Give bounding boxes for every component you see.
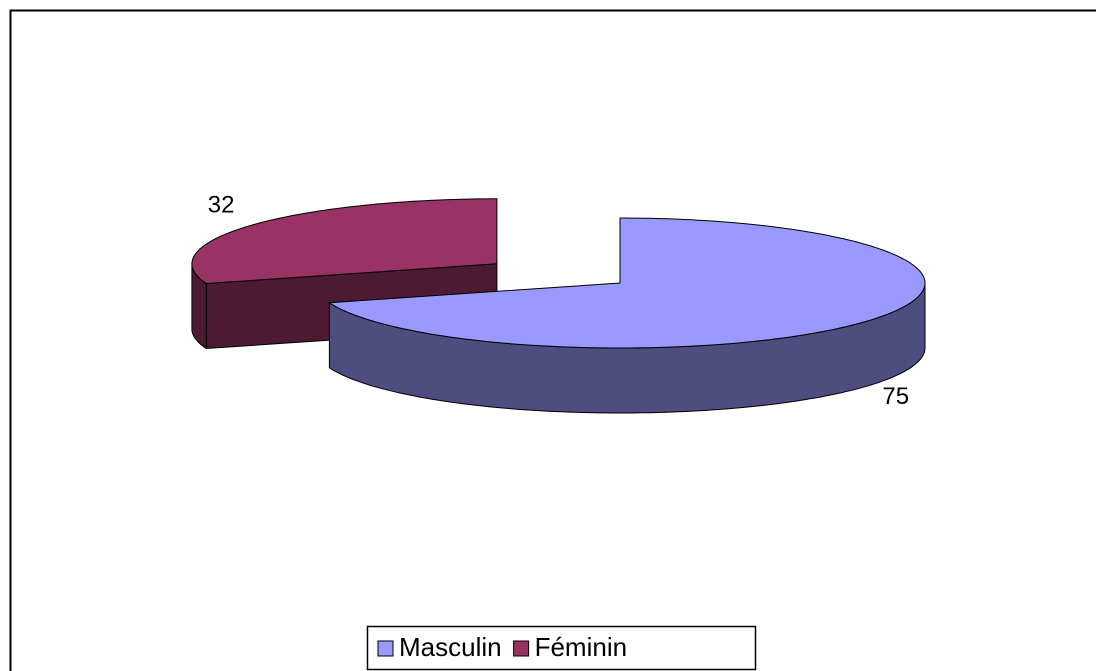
- legend: Masculin Féminin: [377, 632, 627, 662]
- legend-swatch: [377, 640, 394, 657]
- legend-label: Masculin: [399, 632, 502, 662]
- slice-top: [191, 198, 498, 285]
- legend-swatch: [513, 640, 530, 657]
- data-label: 75: [882, 383, 909, 410]
- legend-box: [366, 625, 757, 671]
- pie: [191, 198, 926, 414]
- legend-label: Féminin: [535, 632, 627, 662]
- data-label: 32: [208, 191, 235, 218]
- slice-top: [327, 217, 926, 349]
